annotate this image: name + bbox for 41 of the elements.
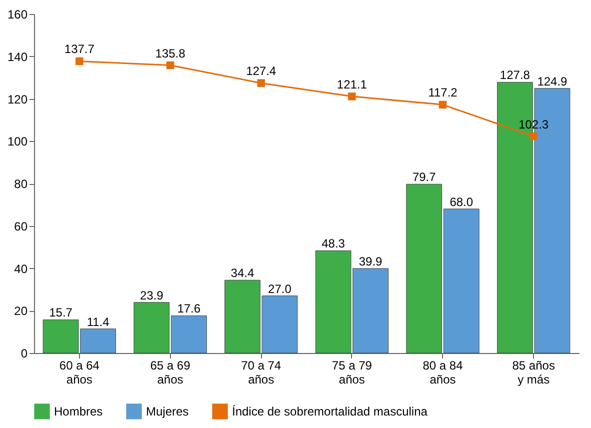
data-label: 39.9 bbox=[358, 254, 383, 268]
point bbox=[530, 132, 538, 140]
data-label: 11.4 bbox=[86, 314, 110, 329]
y-tick-label: 100 bbox=[7, 134, 28, 149]
point bbox=[348, 92, 356, 100]
data-label: 79.7 bbox=[412, 170, 436, 184]
legend-label: Hombres bbox=[54, 404, 103, 418]
legend-label: Índice de sobremortalidad masculina bbox=[232, 404, 428, 418]
data-label: 121.1 bbox=[336, 77, 368, 92]
data-label: 15.7 bbox=[49, 306, 73, 320]
data-label: 117.2 bbox=[428, 86, 458, 100]
data-label: 127.8 bbox=[500, 68, 530, 82]
data-label: 137.7 bbox=[64, 42, 95, 56]
x-tick-label: 85 años y más bbox=[512, 358, 555, 386]
point bbox=[166, 61, 174, 70]
data-label: 68.0 bbox=[450, 194, 474, 209]
x-tick-label: 75 a 79 años bbox=[332, 358, 372, 386]
point bbox=[257, 79, 265, 87]
x-tick-label: 70 a 74 años bbox=[241, 358, 282, 386]
data-label: 17.6 bbox=[177, 302, 201, 316]
y-tick-label: 140 bbox=[7, 50, 28, 64]
y-tick-label: 20 bbox=[14, 304, 28, 318]
y-tick-label: 160 bbox=[7, 8, 28, 22]
data-label: 124.9 bbox=[537, 74, 568, 88]
data-label: 27.0 bbox=[268, 282, 292, 296]
x-tick-label: 80 a 84 años bbox=[422, 358, 464, 386]
data-label: 34.4 bbox=[230, 266, 254, 280]
data-label: 127.4 bbox=[246, 64, 276, 78]
y-tick-label: 80 bbox=[14, 177, 28, 191]
y-tick-label: 0 bbox=[20, 346, 28, 360]
x-tick-label: 60 a 64 años bbox=[59, 358, 100, 386]
data-label: 23.9 bbox=[140, 288, 164, 302]
point bbox=[438, 100, 447, 109]
y-tick-label: 60 bbox=[14, 219, 28, 234]
data-label: 48.3 bbox=[322, 236, 346, 251]
data-label: 135.8 bbox=[155, 46, 186, 60]
point bbox=[76, 57, 84, 66]
x-tick-label: 65 a 69 años bbox=[150, 358, 191, 386]
y-tick-label: 40 bbox=[14, 262, 28, 276]
y-tick-label: 120 bbox=[7, 92, 28, 106]
legend-label: Mujeres bbox=[146, 404, 189, 418]
